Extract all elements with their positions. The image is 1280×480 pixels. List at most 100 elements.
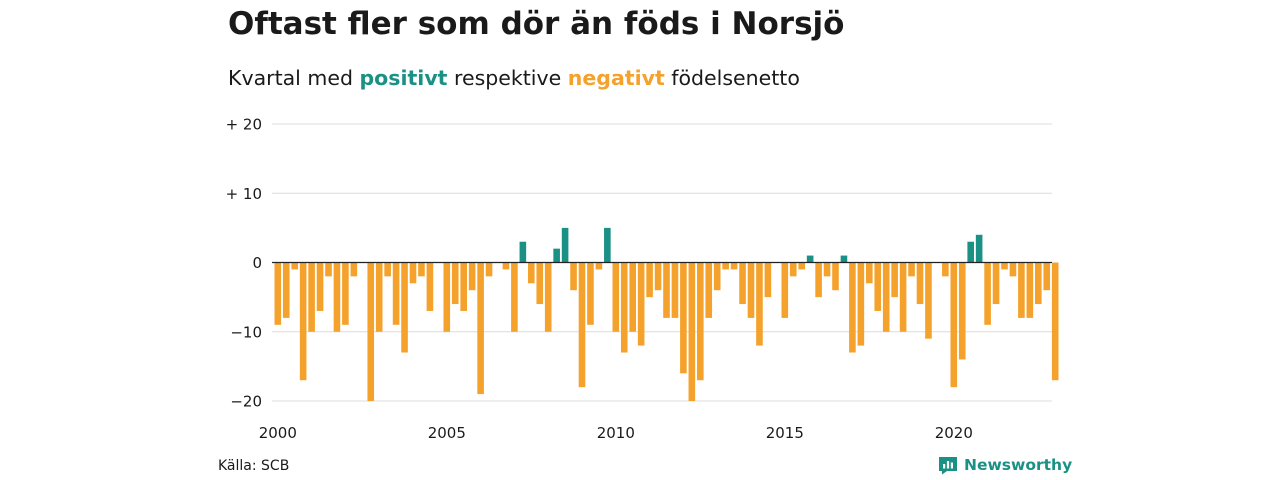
- bar: [1026, 262, 1034, 318]
- bar: [671, 262, 679, 318]
- brand-name: Newsworthy: [964, 456, 1073, 474]
- chart-subtitle: Kvartal med positivt respektive negativt…: [228, 66, 800, 90]
- bar: [950, 262, 958, 388]
- bar: [308, 262, 315, 332]
- subtitle-text-middle: respektive: [447, 66, 568, 90]
- bar: [713, 262, 721, 291]
- bar: [925, 262, 932, 339]
- bar: [443, 262, 451, 332]
- y-axis-tick-labels: + 20 + 10 0 −10 −20: [226, 116, 262, 411]
- bar: [688, 262, 696, 401]
- bar: [916, 262, 924, 305]
- bar: [409, 262, 417, 284]
- bar: [282, 262, 290, 318]
- bar: [570, 262, 577, 291]
- bar: [882, 262, 890, 332]
- bar: [401, 262, 408, 353]
- bar: [722, 262, 729, 270]
- bar: [274, 262, 282, 325]
- bar: [350, 262, 358, 277]
- y-tick-label: −20: [230, 393, 262, 411]
- x-tick-label: 2005: [428, 424, 466, 442]
- bar: [992, 262, 1000, 305]
- bar: [798, 262, 805, 270]
- bar: [629, 262, 636, 332]
- newsworthy-logo: Newsworthy: [938, 455, 1072, 475]
- bar: [511, 262, 518, 332]
- bar: [646, 262, 653, 298]
- bar: [1001, 262, 1008, 270]
- bar: [654, 262, 662, 291]
- bar: [595, 262, 603, 270]
- bar: [730, 262, 738, 270]
- newsworthy-logo-icon: [939, 457, 957, 475]
- bar: [468, 262, 476, 291]
- subtitle-positive-word: positivt: [359, 66, 448, 90]
- bar: [291, 262, 298, 270]
- bar: [528, 262, 535, 284]
- bar: [316, 262, 324, 311]
- bar: [663, 262, 670, 318]
- bar: [578, 262, 586, 388]
- bar: [485, 262, 493, 277]
- y-tick-label: + 20: [226, 116, 262, 134]
- bar: [942, 262, 949, 277]
- bar: [1009, 262, 1017, 277]
- bar: [789, 262, 797, 277]
- x-tick-label: 2015: [766, 424, 804, 442]
- y-tick-label: + 10: [226, 185, 262, 203]
- bar: [477, 262, 484, 395]
- y-tick-label: 0: [252, 254, 262, 272]
- bar: [342, 262, 349, 325]
- bar: [958, 262, 966, 360]
- bar: [604, 227, 611, 263]
- bar: [1051, 262, 1059, 381]
- bar: [587, 262, 594, 325]
- bar: [553, 248, 560, 263]
- x-tick-label: 2000: [259, 424, 297, 442]
- bar: [536, 262, 544, 305]
- bar: [612, 262, 620, 332]
- bar: [1043, 262, 1051, 291]
- bar: [747, 262, 755, 318]
- bar: [705, 262, 713, 318]
- bar: [451, 262, 459, 305]
- bar: [739, 262, 746, 305]
- bar: [333, 262, 341, 332]
- bar: [1018, 262, 1025, 318]
- bar: [832, 262, 839, 291]
- bar: [815, 262, 822, 298]
- bar: [426, 262, 434, 311]
- bar: [823, 262, 831, 277]
- bar: [392, 262, 400, 325]
- bar: [975, 234, 983, 263]
- bar: [367, 262, 375, 401]
- source-note: Källa: SCB: [218, 458, 290, 474]
- bar: [1035, 262, 1042, 305]
- bar: [502, 262, 510, 270]
- bar: [680, 262, 687, 374]
- x-axis-tick-labels: 2000 2005 2010 2015 2020: [259, 424, 973, 442]
- chart-title: Oftast fler som dör än föds i Norsjö: [228, 6, 845, 42]
- bar: [756, 262, 763, 346]
- bar: [849, 262, 856, 353]
- bar: [857, 262, 865, 346]
- bar: [325, 262, 332, 277]
- bar: [874, 262, 882, 311]
- bar: [781, 262, 789, 318]
- subtitle-text-end: födelsenetto: [664, 66, 800, 90]
- bar: [866, 262, 873, 284]
- bar: [519, 241, 527, 263]
- bar: [908, 262, 915, 277]
- bars: [274, 227, 1059, 401]
- bar: [561, 227, 569, 263]
- bar: [620, 262, 628, 353]
- bar: [697, 262, 704, 381]
- bar: [384, 262, 391, 277]
- bar: [375, 262, 383, 332]
- y-tick-label: −10: [230, 323, 262, 341]
- bar: [637, 262, 645, 346]
- bar: [899, 262, 907, 332]
- bar: [806, 255, 814, 263]
- bar: [984, 262, 991, 325]
